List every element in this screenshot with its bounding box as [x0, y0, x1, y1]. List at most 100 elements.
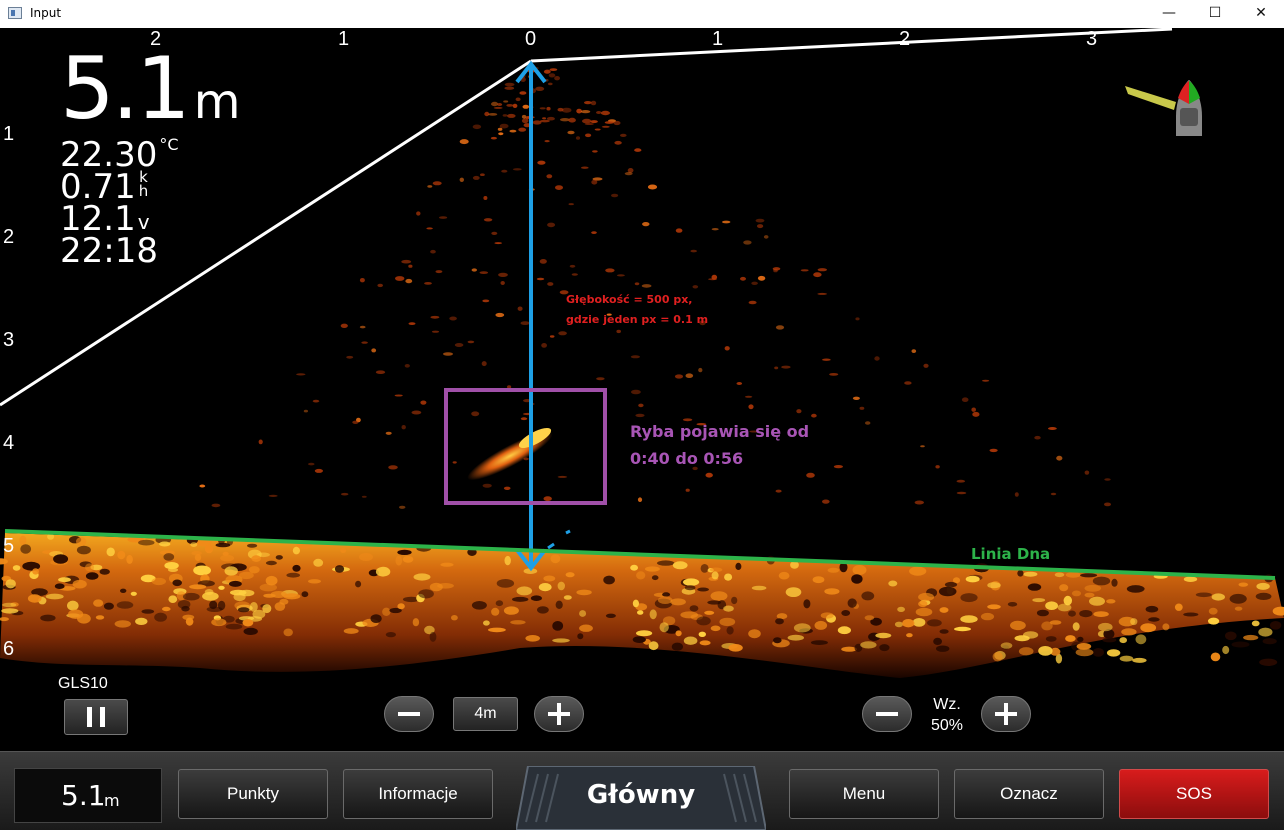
seabed-speckle [211, 618, 226, 626]
punkty-button[interactable]: Punkty [178, 769, 328, 819]
seabed-speckle [67, 601, 79, 611]
echo-speckle [547, 282, 553, 286]
menu-button[interactable]: Menu [789, 769, 939, 819]
bottom-toolbar: 5.1 m Punkty Informacje Główny Menu Ozna… [0, 751, 1284, 830]
seabed-speckle [821, 612, 834, 618]
seabed-speckle [841, 610, 850, 616]
range-decrease-button[interactable] [384, 696, 434, 732]
echo-speckle [507, 114, 516, 118]
seabed-speckle [699, 632, 706, 637]
echo-speckle [1104, 478, 1110, 481]
seabed-speckle [1196, 593, 1212, 598]
range-increase-button[interactable] [534, 696, 584, 732]
echo-speckle [346, 356, 353, 359]
echo-speckle [522, 115, 526, 119]
zoom-increase-button[interactable] [981, 696, 1031, 732]
zoom-readout: Wz. 50% [922, 694, 972, 736]
seabed-speckle [773, 637, 782, 643]
range-tick-right-3: 3 [1086, 28, 1097, 51]
echo-speckle [631, 355, 640, 358]
zoom-decrease-button[interactable] [862, 696, 912, 732]
seabed-speckle [271, 591, 287, 598]
echo-speckle [430, 250, 436, 254]
pause-button[interactable] [64, 699, 128, 735]
seabed-speckle [397, 603, 404, 609]
seabed-speckle [2, 603, 16, 607]
seabed-speckle [403, 556, 414, 563]
seabed-speckle [491, 608, 499, 616]
seabed-speckle [512, 597, 528, 602]
window-title: Input [30, 6, 61, 20]
echo-speckle [402, 425, 406, 429]
seabed-speckle [418, 589, 434, 598]
window-title-bar: Input — ☐ ✕ [0, 0, 1284, 28]
echo-speckle [1104, 503, 1111, 507]
echo-speckle [500, 124, 509, 129]
seabed-speckle [1072, 591, 1081, 597]
glowny-button[interactable]: Główny [516, 766, 766, 830]
echo-speckle [631, 390, 641, 395]
seabed-speckle [1107, 649, 1120, 656]
seabed-speckle [1001, 642, 1013, 648]
seabed-speckle [96, 615, 104, 619]
depth-tick-2: 2 [3, 226, 14, 249]
depth-note-line2: gdzie jeden px = 0.1 m [566, 310, 708, 330]
seabed-speckle [531, 595, 542, 601]
echo-speckle [453, 461, 457, 463]
oznacz-button[interactable]: Oznacz [954, 769, 1104, 819]
echo-speckle [522, 118, 529, 123]
seabed-speckle [73, 580, 87, 589]
echo-speckle [537, 161, 545, 165]
sos-button[interactable]: SOS [1119, 769, 1269, 819]
echo-speckle [567, 131, 574, 135]
echo-speckle [591, 101, 596, 106]
source-label: GLS10 [58, 675, 108, 693]
close-button[interactable]: ✕ [1238, 0, 1284, 28]
echo-speckle [533, 120, 542, 124]
echo-speckle [472, 268, 477, 271]
maximize-button[interactable]: ☐ [1192, 0, 1238, 28]
seabed-speckle [564, 595, 572, 600]
seabed-speckle [313, 559, 323, 567]
echo-speckle [513, 104, 518, 108]
seabed-speckle [40, 615, 55, 622]
echo-speckle [635, 414, 644, 417]
echo-speckle [572, 273, 578, 275]
seabed-speckle [537, 606, 549, 613]
echo-speckle [546, 107, 550, 111]
seabed-speckle [636, 571, 645, 579]
seabed-speckle [195, 554, 201, 561]
seabed-speckle [981, 613, 994, 620]
seabed-speckle [19, 536, 26, 546]
seabed-speckle [685, 585, 696, 590]
echo-speckle [484, 218, 492, 221]
seabed-speckle [724, 574, 732, 581]
seabed-speckle [987, 582, 1000, 588]
echo-speckle [1015, 492, 1019, 497]
echo-speckle [420, 401, 426, 405]
seabed-speckle [788, 635, 804, 641]
echo-speckle [558, 331, 567, 335]
seabed-speckle [262, 604, 271, 613]
informacje-button[interactable]: Informacje [343, 769, 493, 819]
seabed-speckle [696, 616, 710, 625]
seabed-speckle [916, 608, 933, 617]
echo-speckle [591, 180, 597, 185]
seabed-speckle [193, 566, 211, 576]
seabed-speckle [683, 578, 699, 585]
seabed-speckle [993, 652, 1003, 662]
echo-speckle [360, 278, 365, 282]
seabed-speckle [135, 618, 147, 625]
seabed-speckle [340, 548, 346, 553]
seabed-speckle [488, 628, 506, 633]
seabed-speckle [276, 555, 283, 560]
seabed-speckle [940, 607, 949, 613]
echo-speckle [540, 259, 547, 264]
minimize-button[interactable]: — [1146, 0, 1192, 28]
echo-speckle [576, 136, 580, 140]
pause-icon [65, 700, 127, 734]
echo-speckle [503, 114, 508, 117]
echo-speckle [482, 361, 487, 366]
echo-speckle [776, 490, 782, 493]
seabed-speckle [660, 622, 669, 632]
